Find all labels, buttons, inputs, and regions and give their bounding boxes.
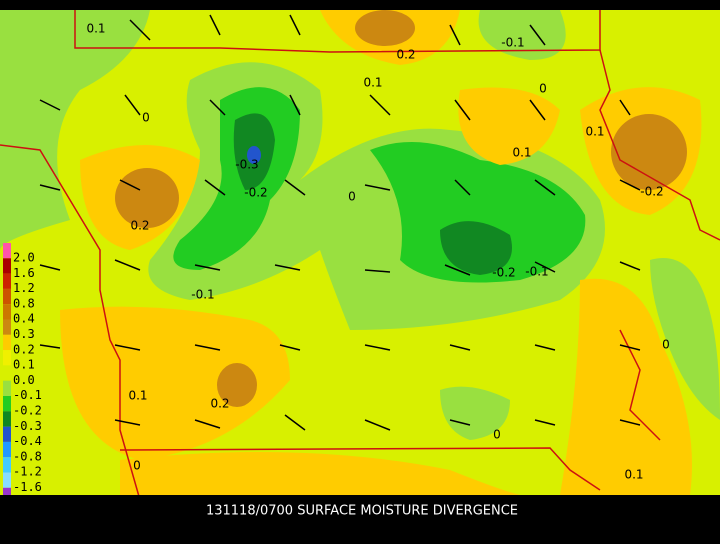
contour-label: -0.2 bbox=[492, 266, 515, 280]
legend-swatch bbox=[3, 243, 11, 259]
footer-bar bbox=[0, 495, 720, 540]
legend-label: 0.8 bbox=[13, 296, 35, 310]
legend-label: 1.6 bbox=[13, 266, 35, 280]
legend-label: 0.3 bbox=[13, 327, 35, 341]
legend-swatch bbox=[3, 273, 11, 289]
legend-swatch bbox=[3, 319, 11, 335]
contour-label: 0 bbox=[539, 82, 547, 96]
contour-label: -0.3 bbox=[235, 158, 258, 172]
legend-swatch bbox=[3, 441, 11, 458]
legend-label: -0.1 bbox=[13, 388, 42, 402]
contour-label: 0.1 bbox=[128, 389, 147, 403]
legend-label: 0.1 bbox=[13, 358, 35, 372]
legend-swatch bbox=[3, 426, 11, 442]
legend-label: -1.2 bbox=[13, 465, 42, 479]
legend-label: 2.0 bbox=[13, 251, 35, 265]
legend-label: -0.8 bbox=[13, 449, 42, 463]
legend-swatch bbox=[3, 396, 11, 412]
legend-swatch bbox=[3, 411, 11, 427]
contour-label: 0.2 bbox=[396, 48, 415, 62]
legend-label: 1.2 bbox=[13, 281, 35, 295]
contour-label: -0.1 bbox=[525, 265, 548, 279]
legend-label: -0.4 bbox=[13, 434, 42, 448]
contour-label: 0.2 bbox=[210, 397, 229, 411]
contour-label: 0 bbox=[133, 459, 141, 473]
legend-swatch bbox=[3, 288, 11, 305]
wind-barbs bbox=[39, 14, 641, 431]
field bbox=[0, 10, 720, 495]
footer-title: 131118/0700 SURFACE MOISTURE DIVERGENCE bbox=[206, 504, 518, 519]
legend-swatch bbox=[3, 334, 11, 351]
contour-label: 0 bbox=[662, 338, 670, 352]
legend-swatch bbox=[3, 472, 11, 488]
legend-label: -0.3 bbox=[13, 419, 42, 433]
contour-label: 0.1 bbox=[512, 146, 531, 160]
contour-label: 0.1 bbox=[86, 22, 105, 36]
legend-swatch bbox=[3, 258, 11, 274]
contour-label: 0 bbox=[348, 190, 356, 204]
legend-label: -0.2 bbox=[13, 404, 42, 418]
contour-label: 0.1 bbox=[624, 468, 643, 482]
contour-labels: 0.1 0.2 -0.1 0.1 0 0 0.1 0.1 -0.3 -0.2 0 -0.2 0.2 -0.… bbox=[86, 22, 669, 482]
legend-swatch bbox=[3, 365, 11, 381]
legend-swatch bbox=[3, 350, 11, 366]
contour-label: -0.1 bbox=[191, 288, 214, 302]
borders bbox=[0, 10, 720, 501]
contour-label: -0.2 bbox=[244, 186, 267, 200]
legend-label: 0.0 bbox=[13, 373, 35, 387]
contour-label: 0.1 bbox=[363, 76, 382, 90]
contour-label: 0 bbox=[493, 428, 501, 442]
legend-label: -1.6 bbox=[13, 480, 42, 494]
legend-label: 0.2 bbox=[13, 342, 35, 356]
contour-label: -0.2 bbox=[640, 185, 663, 199]
contour-label: 0.1 bbox=[585, 125, 604, 139]
legend-swatch bbox=[3, 457, 11, 473]
legend-swatch bbox=[3, 304, 11, 320]
legend-label: 0.4 bbox=[13, 312, 35, 326]
legend-swatch bbox=[3, 380, 11, 396]
contour-label: -0.1 bbox=[501, 36, 524, 50]
contour-label: 0 bbox=[142, 111, 150, 125]
contour-label: 0.2 bbox=[130, 219, 149, 233]
